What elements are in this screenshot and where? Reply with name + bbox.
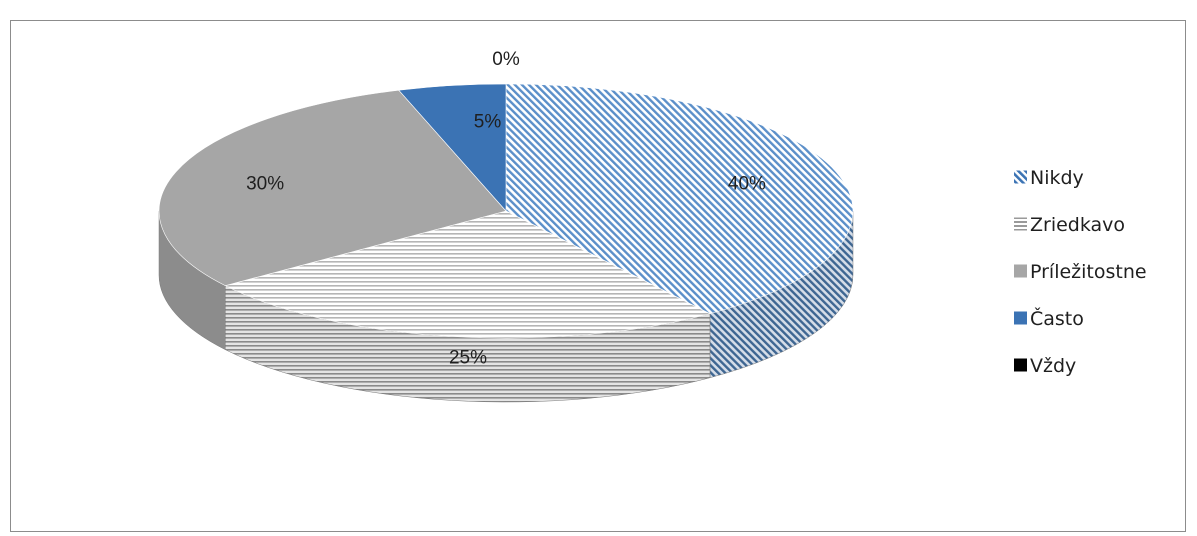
- pie-chart: 40% 25% 30% 5% 0% Nikdy Zriedkavo Príležitostn…: [11, 21, 1187, 533]
- data-label-zriedkavo: 25%: [449, 347, 487, 368]
- data-label-vzdy: 0%: [492, 49, 520, 70]
- legend-swatch-nikdy: [1014, 171, 1027, 184]
- data-label-casto: 5%: [474, 112, 502, 133]
- legend-label-casto: Často: [1030, 306, 1084, 330]
- legend-swatch-casto: [1014, 312, 1027, 325]
- legend-label-zriedkavo: Zriedkavo: [1030, 214, 1125, 236]
- legend-swatch-prilezitostne: [1014, 265, 1027, 278]
- legend-label-nikdy: Nikdy: [1030, 167, 1084, 189]
- legend-swatch-vzdy: [1014, 359, 1027, 372]
- legend-swatch-zriedkavo: [1014, 218, 1027, 231]
- legend-label-prilezitostne: Príležitostne: [1030, 261, 1147, 283]
- cropped-text-strip: [0, 0, 1197, 22]
- legend-label-vzdy: Vždy: [1030, 355, 1076, 377]
- chart-area: 40% 25% 30% 5% 0% Nikdy Zriedkavo Príležitostn…: [10, 20, 1186, 532]
- pie-slices: [159, 84, 853, 402]
- data-label-nikdy: 40%: [728, 173, 766, 194]
- data-label-prilezitostne: 30%: [246, 173, 284, 194]
- legend: Nikdy Zriedkavo Príležitostne Často Vždy: [1014, 167, 1147, 377]
